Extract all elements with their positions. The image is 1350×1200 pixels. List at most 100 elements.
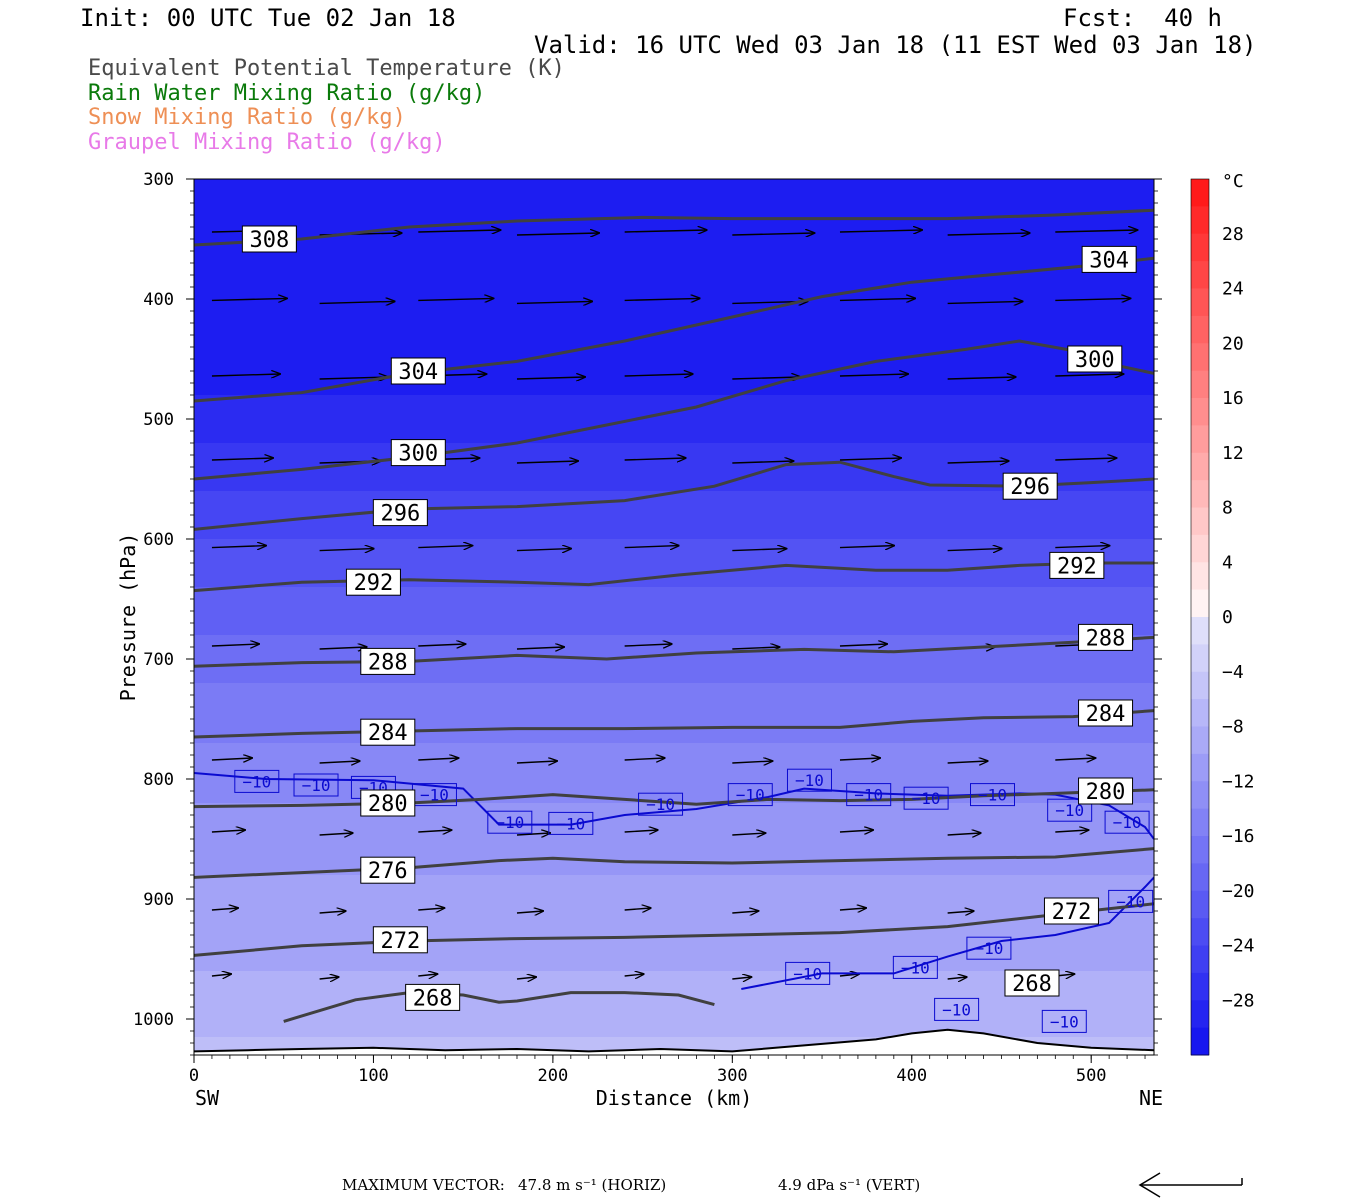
theta-e-label-box (345, 568, 401, 596)
init-time: Init: 00 UTC Tue 02 Jan 18 (80, 4, 456, 32)
isotherm-label-box (638, 792, 684, 816)
isotherm-label: −10 (1050, 1012, 1079, 1031)
wind-vector (732, 977, 751, 979)
theta-e-label: 304 (1089, 248, 1129, 273)
max-vector-horiz: 47.8 m s⁻¹ (HORIZ) (518, 1176, 667, 1194)
colorbar-segment (1191, 671, 1209, 700)
wind-vector (839, 830, 873, 832)
wind-vector (839, 298, 915, 300)
isotherm-label-box (1104, 810, 1150, 834)
theta-e-contour (283, 991, 715, 1023)
isotherm-label: −10 (302, 776, 331, 795)
wind-vector (211, 758, 252, 760)
max-vector-arrow (1138, 1172, 1243, 1198)
colorbar-segment (1191, 863, 1209, 892)
isotherm-label: −10 (420, 786, 449, 805)
wind-vector (624, 230, 707, 232)
x-tick-label: 300 (717, 1066, 748, 1086)
isotherm-label-box (892, 955, 938, 979)
theta-e-label-box (372, 499, 428, 527)
wind-vector (418, 758, 458, 760)
theta-e-label: 272 (1052, 900, 1092, 925)
theta-e-label-box (360, 718, 416, 746)
isotherm-label: −10 (942, 1000, 971, 1019)
theta-e-label: 280 (368, 792, 408, 817)
x-tick-label: 200 (538, 1066, 569, 1086)
theta-e-label-box (1049, 551, 1105, 579)
wind-vector (211, 374, 280, 376)
wind-vector (947, 833, 981, 835)
wind-vector (624, 374, 693, 376)
theta-e-label: 296 (1010, 475, 1050, 500)
temp-fill-band (194, 443, 1154, 492)
isotherm-label: −10 (646, 795, 675, 814)
colorbar-segment (1191, 945, 1209, 974)
isotherm-label: −10 (912, 789, 941, 808)
colorbar-segment (1191, 918, 1209, 946)
isotherm-label: −10 (901, 958, 930, 977)
theta-e-label-box (390, 357, 446, 385)
isotherm-label-box (234, 769, 280, 793)
theta-e-label-box (1078, 777, 1134, 805)
colorbar-segment (1191, 726, 1209, 755)
colorbar-tick-label: 0 (1222, 607, 1233, 628)
colorbar-segment (1191, 1000, 1209, 1029)
colorbar-tick-label: −20 (1222, 881, 1255, 902)
colorbar-segment (1191, 507, 1209, 536)
colorbar-segment (1191, 589, 1209, 618)
theta-e-contour (194, 902, 1154, 957)
wind-vector (624, 974, 644, 976)
temp-fill-band (194, 395, 1154, 444)
wind-vector (624, 298, 700, 300)
colorbar-tick-label: 4 (1222, 552, 1233, 573)
colorbar-tick-label: −8 (1222, 717, 1244, 738)
isotherm-label-box (785, 961, 831, 985)
legend-snow: Snow Mixing Ratio (g/kg) (88, 105, 406, 130)
theta-e-label: 268 (1012, 972, 1052, 997)
wind-vector (624, 546, 679, 548)
colorbar-segment (1191, 452, 1209, 481)
wind-vector (211, 546, 266, 548)
wind-vector (516, 233, 599, 235)
colorbar-tick-label: 12 (1222, 443, 1244, 464)
isotherm-label: −10 (974, 939, 1003, 958)
wind-vector (839, 644, 887, 646)
wind-vector (211, 298, 287, 300)
colorbar-tick-label: 20 (1222, 333, 1244, 354)
wind-vector (1055, 830, 1088, 832)
isotherm-label: −10 (556, 814, 585, 833)
colorbar-segment (1191, 617, 1209, 645)
temp-fill-band (194, 491, 1154, 540)
wind-vector (319, 761, 360, 763)
isotherm-label-box (903, 786, 949, 810)
colorbar-segment (1191, 562, 1209, 591)
isotherm-label: −10 (1116, 892, 1145, 911)
colorbar-segment (1191, 288, 1209, 317)
colorbar-tick-label: 24 (1222, 279, 1244, 300)
colorbar-segment (1191, 699, 1209, 727)
theta-e-label-box (360, 789, 416, 817)
colorbar-segment (1191, 534, 1209, 563)
wind-vector (211, 974, 231, 976)
wind-vector (624, 830, 658, 832)
wind-vector (211, 908, 238, 910)
y-axis-label: Pressure (hPa) (116, 533, 140, 702)
wind-vector (732, 461, 793, 463)
theta-e-label: 280 (1086, 780, 1126, 805)
theta-e-label-box (1043, 897, 1099, 925)
isotherm-label-box (934, 997, 980, 1021)
x-axis-label: Distance (km) (596, 1086, 753, 1110)
wind-vector (839, 908, 866, 910)
isotherm-label-box (727, 783, 773, 807)
wind-vector (947, 549, 1002, 551)
wind-vector (624, 458, 686, 460)
legend-graupel: Graupel Mixing Ratio (g/kg) (88, 130, 446, 155)
theta-e-label: 268 (413, 986, 453, 1011)
wind-vector (947, 461, 1009, 463)
isotherm-label: −10 (978, 786, 1007, 805)
wind-vector (418, 298, 493, 300)
isotherm-label: −10 (242, 772, 271, 791)
wind-vector (732, 549, 786, 551)
wind-vector (418, 830, 451, 832)
colorbar-unit: °C (1222, 171, 1244, 192)
